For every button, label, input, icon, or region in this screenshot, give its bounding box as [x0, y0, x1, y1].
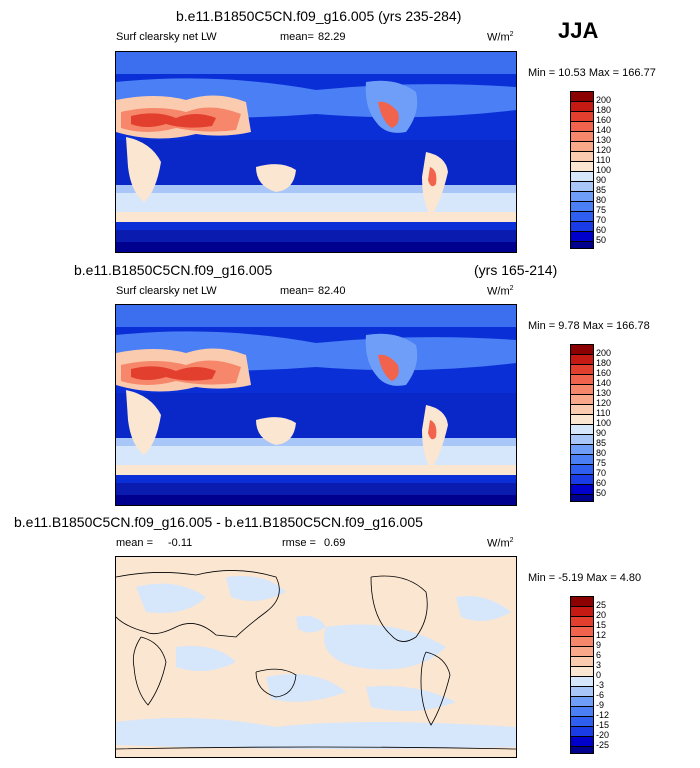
panel1-mean-value: 82.29	[318, 31, 346, 43]
panel3-title: b.e11.B1850C5CN.f09_g16.005 - b.e11.B185…	[14, 514, 423, 530]
cbar-tick: 80	[596, 195, 607, 205]
panel1-colorbar	[570, 91, 594, 249]
cbar-tick: 70	[596, 468, 607, 478]
panel1-units: W/m2	[487, 31, 514, 44]
cbar-tick: 15	[596, 620, 607, 630]
cbar-tick: 75	[596, 205, 607, 215]
panel3-rmse-value: 0.69	[324, 537, 346, 549]
cbar-tick: 85	[596, 438, 607, 448]
panel1-map	[115, 51, 517, 253]
cbar-tick: 130	[596, 388, 612, 398]
panel3-map	[115, 556, 517, 758]
panel2-field	[116, 305, 516, 505]
panel3-minmax: Min = -5.19 Max = 4.80	[528, 572, 642, 584]
cbar-tick: -9	[596, 700, 605, 710]
cbar-tick: 20	[596, 610, 607, 620]
panel2-map	[115, 304, 517, 506]
panel1-title: b.e11.B1850C5CN.f09_g16.005 (yrs 235-284…	[176, 8, 462, 24]
panel1-variable: Surf clearsky net LW	[116, 31, 217, 43]
panel3-mean-value: -0.11	[168, 537, 193, 549]
cbar-tick: 80	[596, 448, 607, 458]
cbar-tick: 130	[596, 135, 612, 145]
cbar-tick: 100	[596, 418, 612, 428]
cbar-tick: 12	[596, 630, 607, 640]
panel3-field	[116, 557, 516, 757]
panel3-mean-label: mean =	[116, 537, 153, 549]
cbar-tick: 25	[596, 600, 607, 610]
cbar-tick: 140	[596, 378, 612, 388]
panel3-colorbar-labels: 25 20 15 12 9 6 3 0 -3 -6 -9 -12 -15 -20…	[596, 596, 636, 756]
cbar-tick: 100	[596, 165, 612, 175]
cbar-tick: 60	[596, 478, 607, 488]
panel2-colorbar-labels: 200 180 160 140 130 120 110 100 90 85 80…	[596, 344, 636, 504]
panel2-subtitle-left: b.e11.B1850C5CN.f09_g16.005	[74, 262, 273, 278]
cbar-tick: 200	[596, 348, 612, 358]
cbar-tick: -12	[596, 710, 610, 720]
panel1-field	[116, 52, 516, 252]
cbar-tick: 180	[596, 358, 612, 368]
cbar-tick: 180	[596, 105, 612, 115]
cbar-tick: -6	[596, 690, 605, 700]
cbar-tick: 60	[596, 225, 607, 235]
panel1-mean-label: mean=	[280, 31, 314, 43]
panel1-colorbar-labels: 200 180 160 140 130 120 110 100 90 85 80…	[596, 91, 636, 251]
panel1-minmax: Min = 10.53 Max = 166.77	[528, 67, 656, 79]
cbar-tick: 140	[596, 125, 612, 135]
cbar-tick: 110	[596, 155, 611, 165]
cbar-tick: -15	[596, 720, 610, 730]
panel2-colorbar	[570, 344, 594, 502]
cbar-tick: 120	[596, 145, 612, 155]
cbar-tick: 50	[596, 488, 607, 498]
panel2-variable: Surf clearsky net LW	[116, 285, 217, 297]
cbar-tick: -3	[596, 680, 605, 690]
cbar-tick: 90	[596, 175, 607, 185]
cbar-tick: 0	[596, 670, 602, 680]
cbar-tick: 6	[596, 650, 602, 660]
panel2-minmax: Min = 9.78 Max = 166.78	[528, 320, 650, 332]
cbar-tick: 200	[596, 95, 612, 105]
panel2-units: W/m2	[487, 285, 514, 298]
season-label: JJA	[558, 18, 599, 43]
cbar-tick: 90	[596, 428, 607, 438]
cbar-tick: -25	[596, 740, 610, 750]
cbar-tick: 120	[596, 398, 612, 408]
cbar-tick: 70	[596, 215, 607, 225]
cbar-tick: 160	[596, 115, 612, 125]
cbar-tick: -20	[596, 730, 610, 740]
cbar-tick: 110	[596, 408, 611, 418]
cbar-tick: 50	[596, 235, 607, 245]
panel3-colorbar	[570, 596, 594, 754]
cbar-tick: 75	[596, 458, 607, 468]
cbar-tick: 9	[596, 640, 602, 650]
cbar-tick: 85	[596, 185, 607, 195]
panel3-rmse-label: rmse =	[282, 537, 316, 549]
panel2-mean-label: mean=	[280, 285, 314, 297]
cbar-tick: 160	[596, 368, 612, 378]
panel3-units: W/m2	[487, 537, 514, 550]
panel2-mean-value: 82.40	[318, 285, 346, 297]
cbar-tick: 3	[596, 660, 602, 670]
panel2-subtitle-right: (yrs 165-214)	[474, 262, 558, 278]
